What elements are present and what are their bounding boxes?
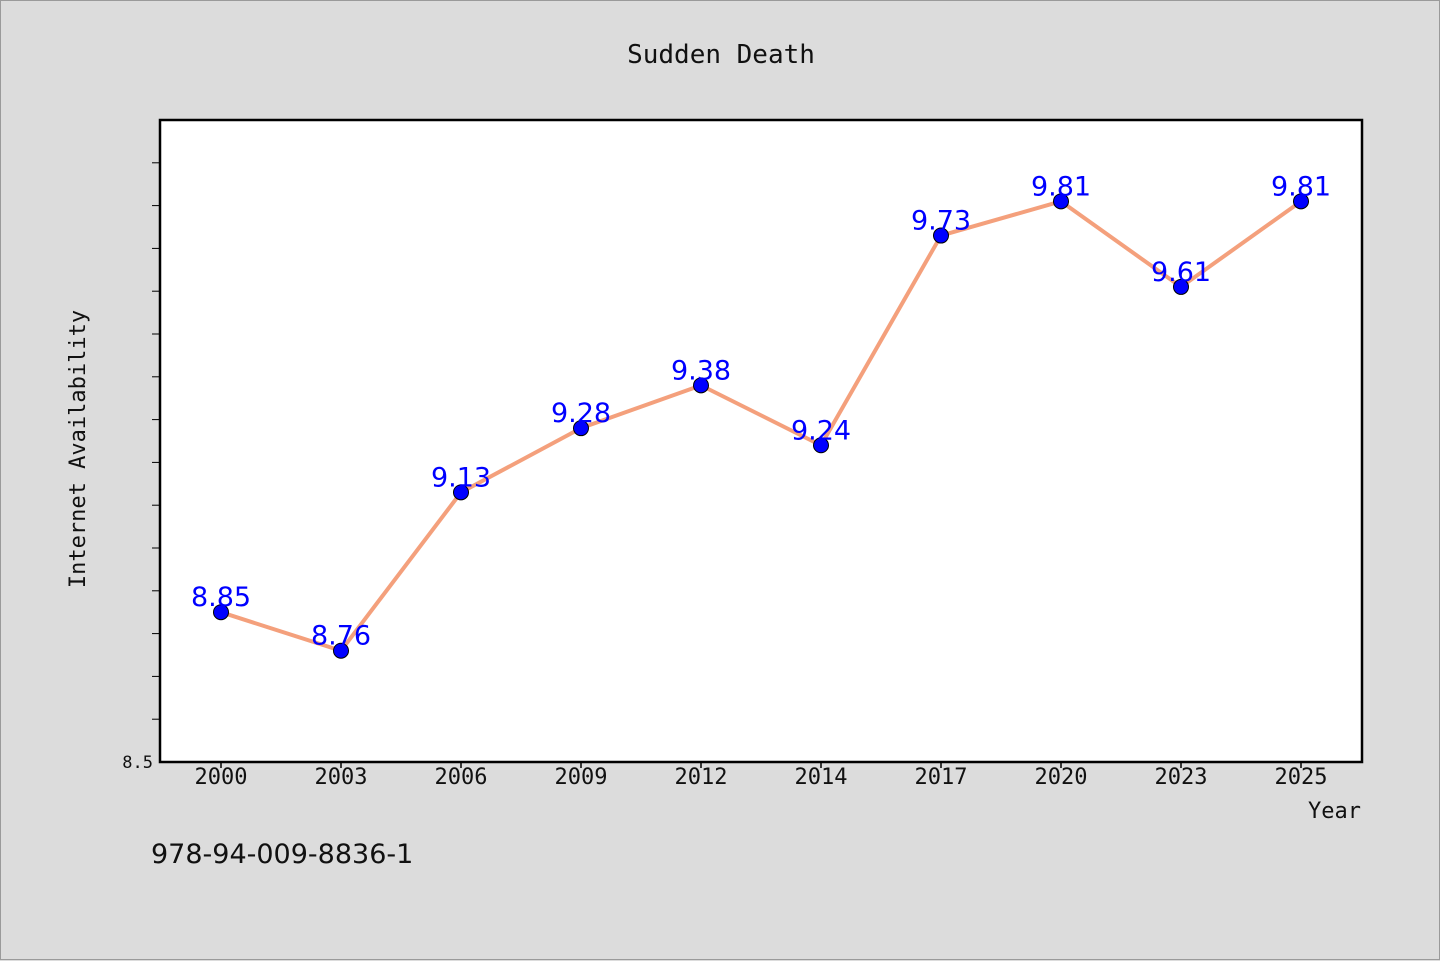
data-label: 9.81: [1271, 171, 1331, 202]
data-point: [1173, 278, 1189, 295]
data-label: 9.61: [1151, 257, 1211, 288]
y-axis-min-label: 8.5: [122, 753, 153, 773]
data-point: [213, 604, 229, 621]
data-label: 9.81: [1031, 171, 1091, 202]
data-label: 9.38: [671, 355, 731, 386]
y-axis-ticks: [152, 162, 160, 720]
x-tick-label: 2012: [675, 765, 728, 790]
data-label: 9.73: [911, 206, 971, 237]
x-tick-label: 2014: [795, 765, 848, 790]
x-tick-label: 2003: [315, 765, 368, 790]
y-axis-label: Internet Availability: [66, 310, 91, 588]
data-point: [333, 642, 349, 659]
data-point: [933, 227, 949, 244]
x-tick-label: 2017: [915, 765, 968, 790]
x-tick-label: 2000: [195, 765, 248, 790]
data-point: [693, 377, 709, 394]
x-axis-label: Year: [1308, 799, 1361, 824]
x-tick-label: 2009: [555, 765, 608, 790]
data-point: [573, 420, 589, 437]
data-label: 8.85: [191, 582, 251, 613]
data-labels: 8.85 8.76 9.13 9.28 9.38 9.24 9.73 9.81 9.61 9.81: [191, 171, 1331, 651]
x-tick-label: 2006: [435, 765, 488, 790]
x-tick-label: 2020: [1035, 765, 1088, 790]
plot-area: [158, 118, 1364, 764]
x-axis-tick-labels: 2000 2003 2006 2009 2012 2014 2017 2020 2023 2025: [195, 765, 1328, 790]
series-markers: [213, 193, 1309, 659]
footer-note: 978-94-009-8836-1: [151, 839, 413, 870]
data-label: 9.24: [791, 415, 851, 446]
data-label: 8.76: [311, 621, 371, 652]
x-tick-label: 2023: [1155, 765, 1208, 790]
data-label: 9.13: [431, 462, 491, 493]
data-point: [813, 437, 829, 454]
data-point: [453, 484, 469, 501]
data-label: 9.28: [551, 398, 611, 429]
data-point: [1293, 193, 1309, 210]
x-axis-ticks: [220, 762, 1302, 768]
data-point: [1053, 193, 1069, 210]
x-tick-label: 2025: [1275, 765, 1328, 790]
series-line: [219, 199, 1303, 653]
chart-title: Sudden Death: [627, 40, 815, 70]
